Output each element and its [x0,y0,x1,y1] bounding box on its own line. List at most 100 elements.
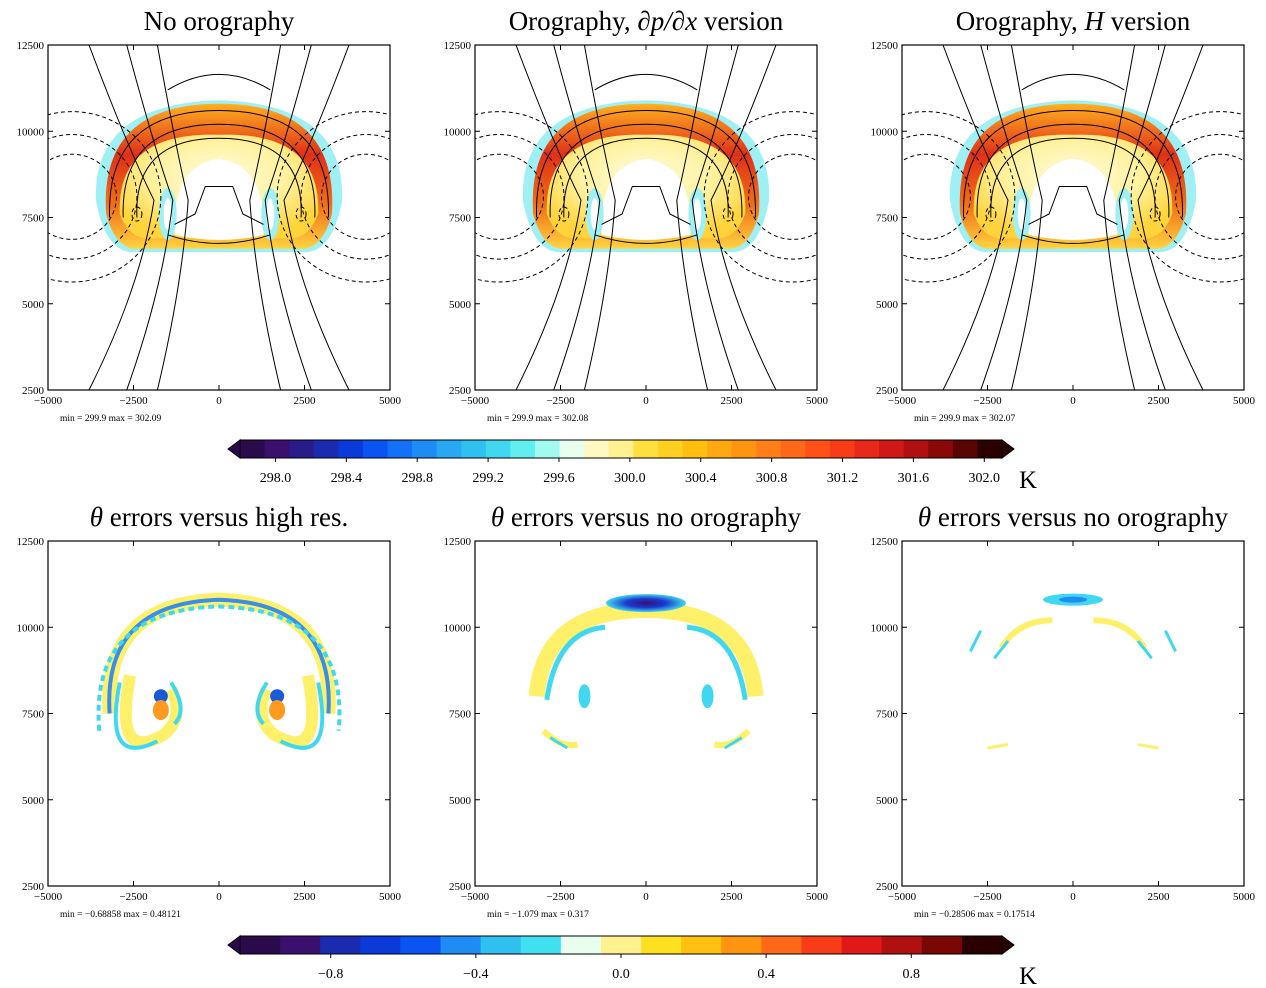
x-tick-label: −5000 [34,395,63,407]
colorbar-swatch [436,440,462,458]
dashed-contours [48,111,390,283]
colorbar-swatch [608,440,634,458]
x-tick-label: 5000 [806,395,829,407]
y-tick-label: 12500 [871,40,899,52]
pressure-contours [515,45,777,390]
dashed-contour [321,153,390,240]
colorbar-swatch [841,936,883,954]
panel-5: θ errors versus no orography −5000 −2500 0 2… [444,502,829,920]
min-max-stats: min = 299.9 max = 302.09 [60,414,161,424]
field [528,594,764,750]
colorbar-swatch [313,440,339,458]
colorbar-label: 300.8 [756,471,788,486]
colorbar-swatch [928,440,954,458]
y-tick-label: 7500 [22,709,45,721]
theta-rotor-core [590,198,599,231]
contour-line [88,45,155,390]
colorbar-swatch [440,936,482,954]
theta-centre [601,158,691,240]
contour-line [264,45,312,390]
colorbar-swatch [461,440,487,458]
error-band [993,640,1010,660]
x-tick-label: 2500 [1148,891,1171,903]
contour-line [990,137,1156,218]
contour-line [1118,45,1166,390]
panel-title: Orography, ∂p/∂x version [509,6,784,36]
error-band [107,597,331,714]
panel-title-part: version [697,6,784,36]
x-tick-label: 5000 [1233,395,1256,407]
error-spot [270,689,285,704]
colorbar-1: 298.0 298.4 298.8 299.2 299.6 300.0 300.4 300.8… [227,439,1037,494]
field [48,45,390,390]
dashed-contour [902,134,992,260]
dashed-contour [902,153,971,240]
y-tick-label: 7500 [449,213,472,225]
contour-line [1103,45,1136,390]
dashed-contour [722,206,734,222]
colorbar-unit: K [1019,963,1037,988]
panel-title-part: errors versus high res. [103,502,348,532]
plot-frame [901,540,1245,887]
contour-line [126,45,174,390]
colorbar-swatch [641,936,682,954]
x-tick-label: −2500 [119,891,148,903]
colorbar-min-arrow [227,935,241,955]
dashed-contour [1154,134,1244,260]
y-tick-label: 10000 [871,622,899,634]
error-spot [269,700,286,721]
panel-title-part: θ [90,502,103,532]
y-tick-label: 12500 [444,536,472,548]
colorbar-swatch [682,440,708,458]
x-tick-label: −2500 [546,891,575,903]
contour-line [1021,234,1125,244]
y-tick-label: 7500 [22,213,45,225]
contour-line [594,73,698,91]
dashed-contour [902,111,1016,283]
min-max-stats: min = 299.9 max = 302.08 [487,414,588,424]
contour-line [283,45,350,390]
contour-line [1010,45,1043,390]
x-tick-label: 5000 [806,891,829,903]
field [969,593,1177,750]
y-tick-label: 5000 [876,795,899,807]
dashed-contour [48,153,117,240]
y-tick-label: 10000 [17,126,45,138]
y-tick-label: 2500 [22,881,45,893]
error-roll [113,682,159,750]
contour-line [583,45,616,390]
dashed-contour [276,111,390,283]
dashed-contour [475,111,589,283]
theta-centre [1028,158,1118,240]
contour-line [249,45,282,390]
colorbar-swatch [633,440,659,458]
colorbar-swatch [854,440,880,458]
x-tick-label: −5000 [461,395,490,407]
x-tick-label: 0 [1070,395,1076,407]
panel-title: θ errors versus no orography [918,502,1229,532]
colorbar-swatch [921,936,963,954]
error-band [544,624,606,701]
colorbar-max-arrow [1001,935,1015,955]
colorbar-swatch [829,440,856,458]
theta-rotor-core [266,198,275,231]
contour-line [553,45,601,390]
error-roll [255,681,269,726]
panel-2: Orography, ∂p/∂x version −5000 −2500 0 2500 5… [444,6,829,424]
panel-title: Orography, H version [956,6,1191,36]
x-tick-label: −2500 [119,395,148,407]
colorbar-swatch [879,440,905,458]
contour-line [1137,45,1204,390]
field [902,45,1244,390]
colorbars-layer: 298.0 298.4 298.8 299.2 299.6 300.0 300.4 300.8… [227,439,1037,988]
colorbar-swatch [961,936,1003,954]
colorbar-swatch [707,440,733,458]
dashed-contour [1130,111,1244,283]
colorbar-label: 299.2 [472,471,504,486]
error-roll [169,681,183,726]
colorbar-swatch [400,936,442,954]
panel-title-part: Orography, [956,6,1085,36]
dashed-contour [1175,153,1244,240]
error-band [1163,630,1177,653]
dashed-contours [475,111,817,283]
